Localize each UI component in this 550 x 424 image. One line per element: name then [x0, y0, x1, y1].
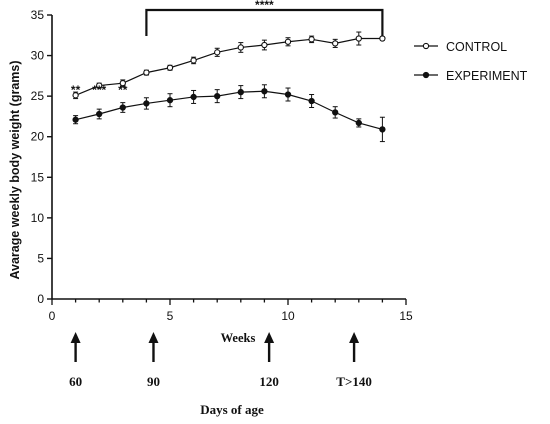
data-point — [355, 119, 362, 127]
age-arrow-head — [70, 332, 81, 343]
data-point — [332, 109, 339, 116]
data-point — [284, 91, 292, 98]
significance-label: ** — [118, 83, 128, 97]
y-tick-label: 20 — [31, 130, 45, 144]
data-point — [379, 35, 386, 42]
data-point — [214, 92, 221, 100]
y-axis-title: Avarage weekly body weight (grams) — [8, 60, 22, 279]
age-markers: 60 90 120 T>140 — [69, 332, 372, 389]
data-point — [237, 88, 244, 96]
x-tick-label: 15 — [399, 309, 413, 323]
age-label: 90 — [147, 374, 160, 389]
data-point — [308, 97, 315, 105]
data-point — [143, 100, 150, 107]
data-point — [284, 38, 292, 45]
data-point — [190, 57, 197, 64]
data-point — [96, 82, 103, 89]
data-point — [119, 104, 126, 111]
age-label: 120 — [259, 374, 279, 389]
x-tick-label: 10 — [281, 309, 295, 323]
age-arrow-head — [264, 332, 275, 343]
significance-annotations: ** *** ****** — [71, 0, 384, 97]
x-axis-title: Weeks — [221, 331, 256, 345]
y-tick-label: 5 — [37, 251, 44, 265]
y-tick-label: 30 — [31, 49, 45, 63]
y-tick-label: 35 — [31, 8, 45, 22]
series-line — [75, 90, 383, 130]
data-point — [143, 69, 150, 76]
data-point — [355, 35, 362, 42]
data-point — [72, 92, 79, 99]
age-label: T>140 — [336, 374, 372, 389]
data-point — [308, 36, 315, 43]
y-tick-label: 0 — [37, 292, 44, 306]
days-of-age-title: Days of age — [200, 402, 264, 417]
series-experiment — [72, 84, 386, 143]
legend: CONTROL EXPERIMENT — [414, 40, 528, 83]
y-tick-label: 25 — [31, 89, 45, 103]
data-point — [190, 93, 197, 101]
data-point — [379, 126, 386, 133]
significance-label: ** — [71, 83, 81, 97]
x-tick-label: 0 — [49, 309, 56, 323]
series-control — [72, 31, 386, 100]
y-tick-label: 10 — [31, 211, 45, 225]
significance-label: **** — [255, 0, 274, 12]
series-line — [75, 37, 383, 96]
age-arrow-head — [349, 332, 360, 343]
x-tick-label: 5 — [167, 309, 174, 323]
legend-control-marker — [422, 42, 430, 50]
x-axis: 0 5 10 15 — [49, 298, 413, 323]
y-axis: 0 5 10 15 20 25 30 35 — [31, 8, 53, 306]
legend-control-label: CONTROL — [446, 40, 507, 54]
data-point — [166, 64, 174, 71]
data-point — [214, 49, 221, 56]
data-point — [166, 97, 174, 104]
y-tick-label: 15 — [31, 170, 45, 184]
legend-experiment-label: EXPERIMENT — [446, 69, 528, 83]
legend-experiment-marker — [422, 71, 430, 79]
age-arrow-head — [148, 332, 159, 343]
data-point — [119, 80, 126, 87]
data-point — [261, 41, 268, 49]
significance-bracket — [145, 8, 384, 36]
data-point — [332, 40, 339, 47]
age-label: 60 — [69, 374, 82, 389]
data-point — [72, 116, 79, 123]
data-point — [261, 88, 268, 95]
data-point — [237, 44, 244, 51]
data-point — [96, 110, 103, 118]
significance-label: *** — [92, 83, 106, 97]
